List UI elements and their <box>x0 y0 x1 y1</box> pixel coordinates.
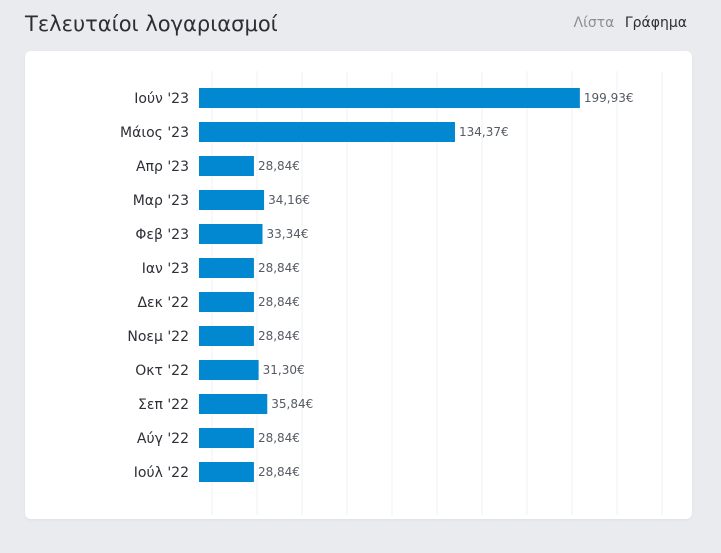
bar[interactable] <box>199 224 263 244</box>
bar[interactable] <box>199 428 254 448</box>
bar[interactable] <box>199 156 254 176</box>
value-label: 28,84€ <box>258 465 300 479</box>
category-label: Μάιος '23 <box>120 125 189 141</box>
category-label: Οκτ '22 <box>135 363 189 379</box>
category-label: Απρ '23 <box>136 159 189 175</box>
toggle-list-button[interactable]: Λίστα <box>573 15 615 31</box>
bar[interactable] <box>199 326 254 346</box>
value-label: 35,84€ <box>271 397 313 411</box>
page-title: Τελευταίοι λογαριασμοί <box>25 12 278 36</box>
value-label: 28,84€ <box>258 431 300 445</box>
value-label: 31,30€ <box>263 363 305 377</box>
bar[interactable] <box>199 258 254 278</box>
category-label: Φεβ '23 <box>135 227 189 243</box>
value-label: 33,34€ <box>267 227 309 241</box>
value-label: 28,84€ <box>258 261 300 275</box>
category-label: Αύγ '22 <box>137 431 189 447</box>
value-label: 28,84€ <box>258 295 300 309</box>
value-label: 28,84€ <box>258 329 300 343</box>
bar-chart: Ιούν '23 199,93€ Μάιος '23 134,37€ Απρ '23 28… <box>120 71 663 515</box>
category-label: Ιούν '23 <box>134 91 189 107</box>
category-label: Ιούλ '22 <box>134 465 189 481</box>
header: Τελευταίοι λογαριασμοί Λίστα Γράφημα <box>25 10 687 42</box>
value-label: 134,37€ <box>459 125 509 139</box>
bar[interactable] <box>199 394 268 414</box>
category-label: Δεκ '22 <box>137 295 189 311</box>
bar[interactable] <box>199 360 259 380</box>
value-label: 28,84€ <box>258 159 300 173</box>
bar[interactable] <box>199 292 254 312</box>
category-label: Νοεμ '22 <box>127 329 189 345</box>
toggle-chart-button[interactable]: Γράφημα <box>624 15 687 31</box>
value-label: 34,16€ <box>268 193 310 207</box>
bar[interactable] <box>199 190 265 210</box>
bar[interactable] <box>199 462 254 482</box>
chart-card: Ιούν '23 199,93€ Μάιος '23 134,37€ Απρ '23 28… <box>25 51 692 519</box>
category-label: Ιαν '23 <box>142 261 189 277</box>
view-toggle: Λίστα Γράφημα <box>568 15 687 31</box>
value-label: 199,93€ <box>584 91 634 105</box>
category-label: Σεπ '22 <box>138 397 189 413</box>
category-label: Μαρ '23 <box>133 193 189 209</box>
bar[interactable] <box>199 122 455 142</box>
bar[interactable] <box>199 88 580 108</box>
